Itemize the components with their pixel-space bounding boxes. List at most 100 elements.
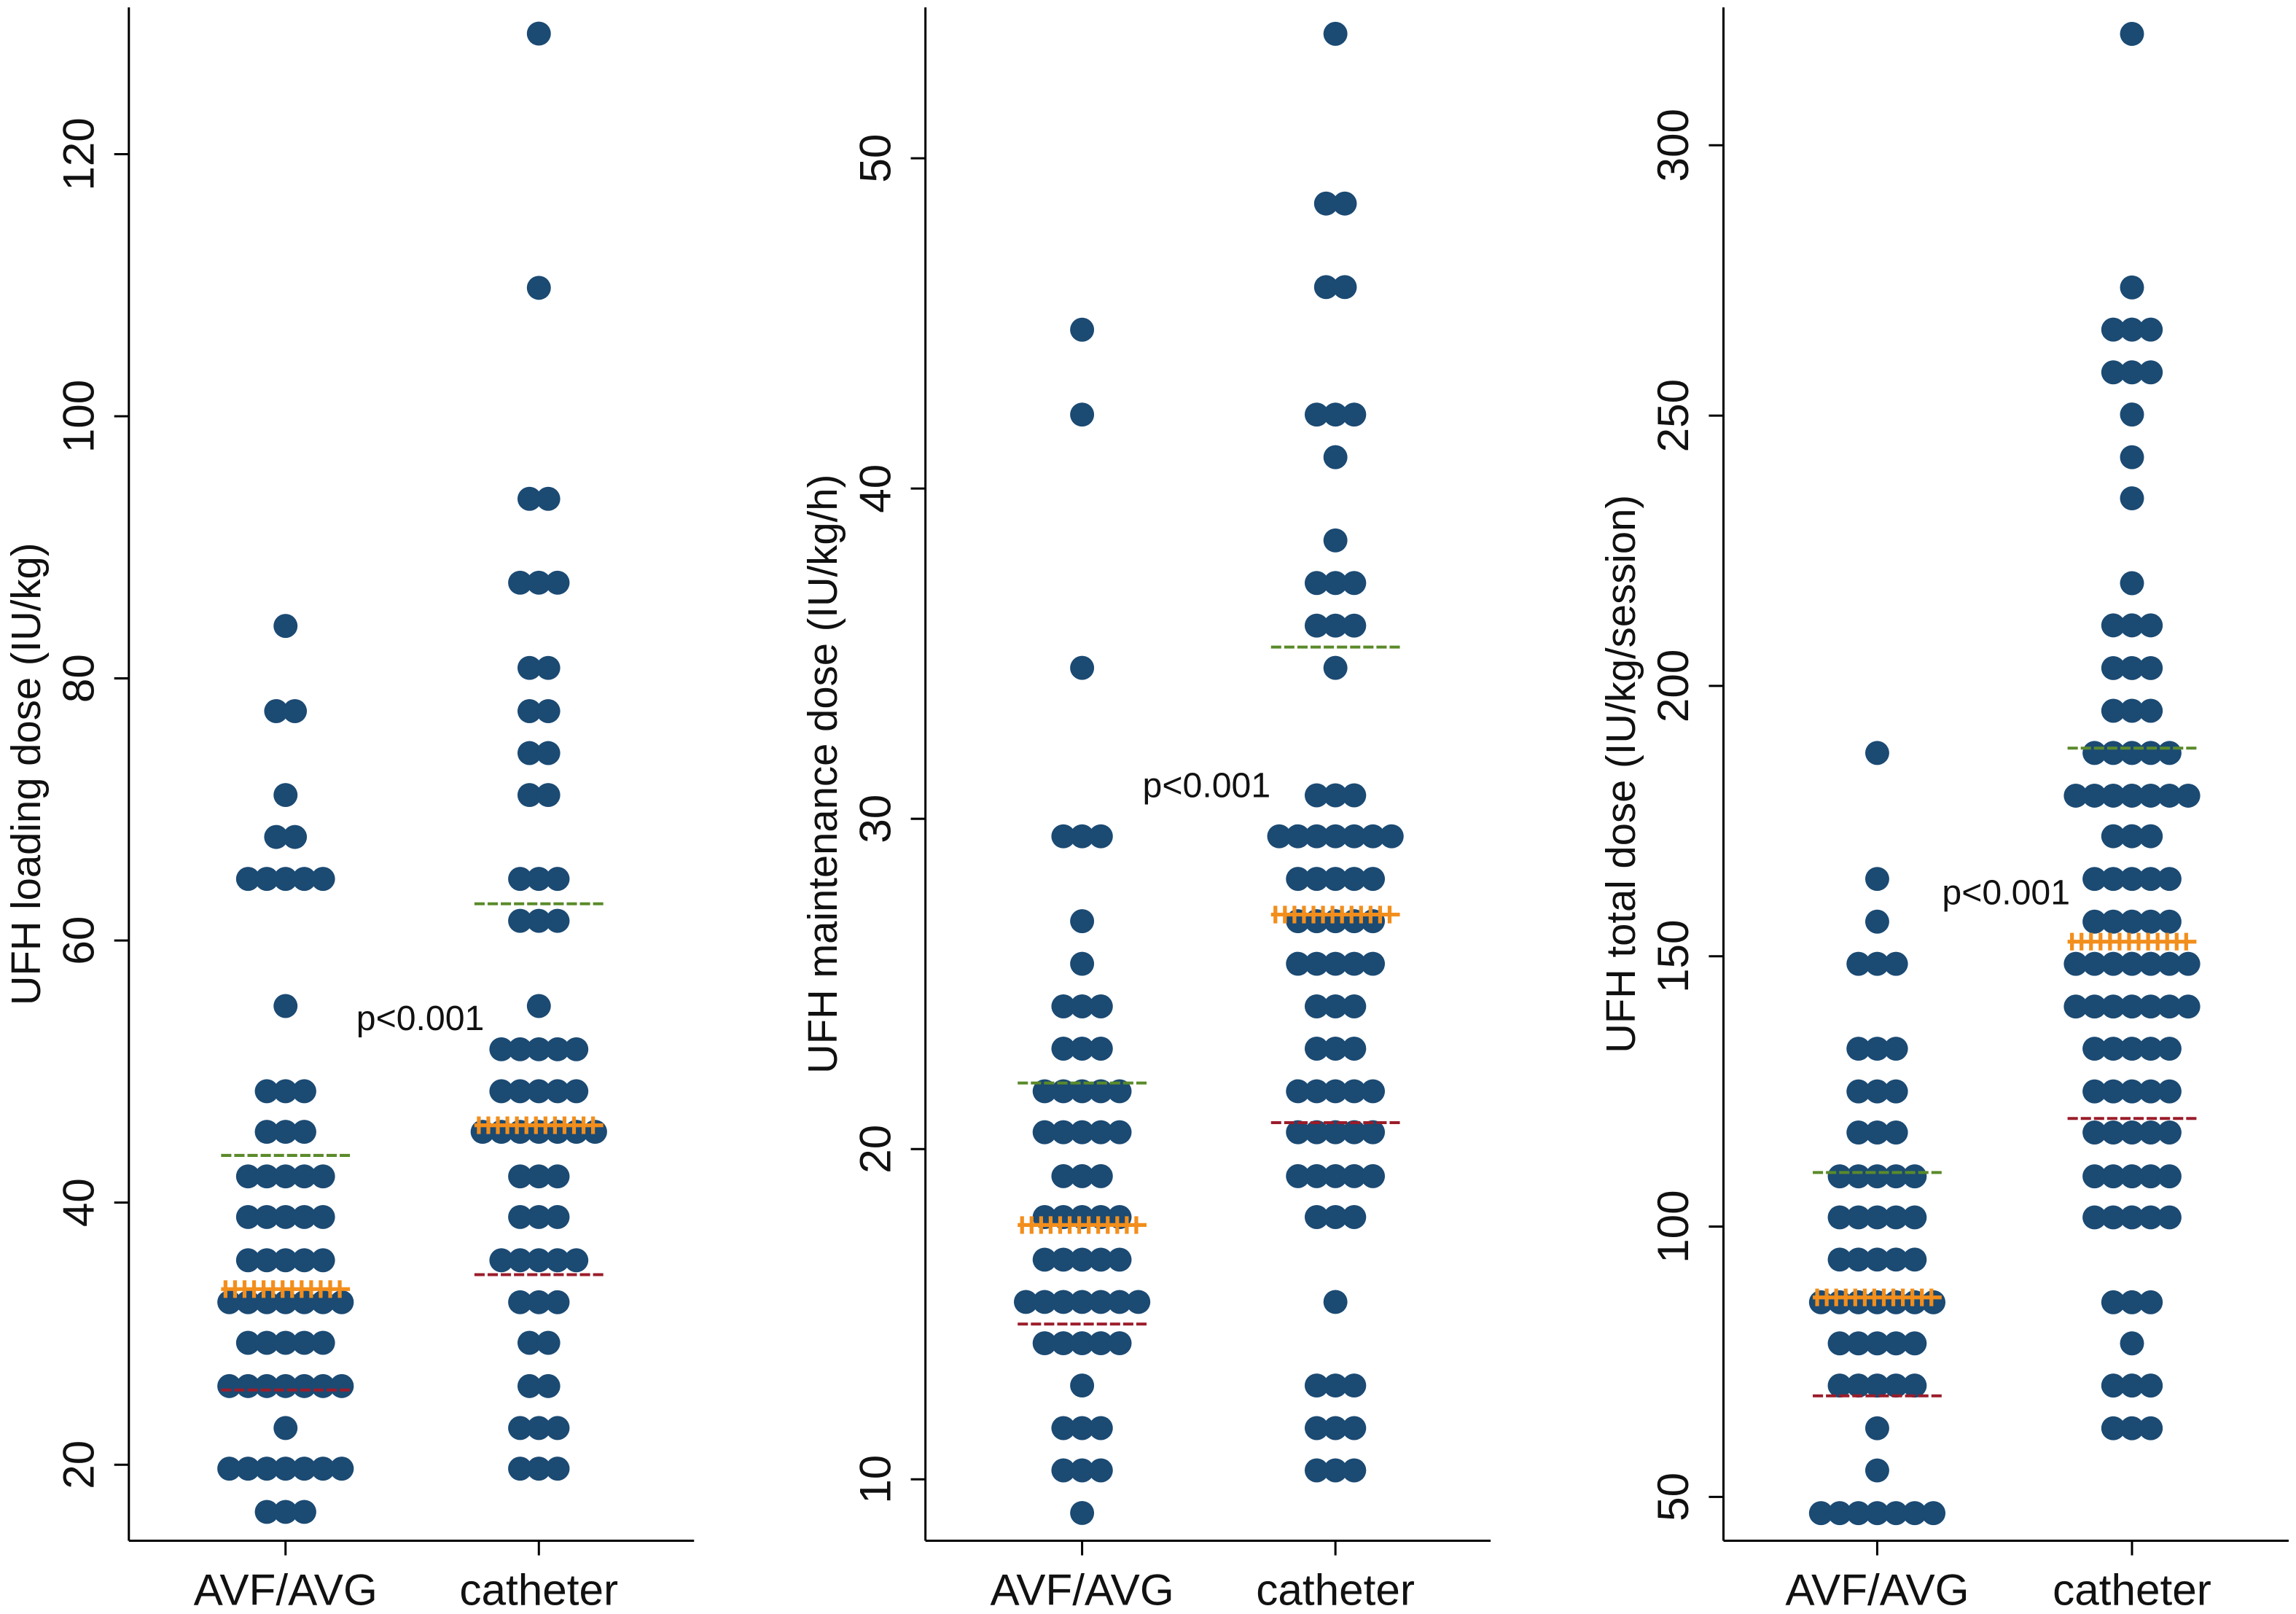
dot	[1070, 655, 1095, 680]
dot	[235, 1248, 260, 1273]
dot	[1846, 1331, 1871, 1356]
dot	[1032, 1290, 1057, 1314]
dot	[2120, 1037, 2144, 1061]
dot	[2120, 445, 2144, 469]
dot	[1864, 1331, 1889, 1356]
dot	[273, 614, 298, 639]
dot	[1342, 1120, 1367, 1145]
dot	[2101, 698, 2125, 723]
dot	[1902, 1331, 1927, 1356]
dot	[1070, 951, 1095, 976]
dot	[2157, 783, 2182, 808]
dot	[1846, 1501, 1871, 1526]
dot	[1107, 1247, 1132, 1272]
dot	[2139, 951, 2163, 976]
dot	[1088, 1331, 1113, 1356]
dot	[2139, 783, 2163, 808]
dot	[217, 1457, 242, 1481]
dot	[254, 1248, 279, 1273]
dot	[2120, 1120, 2144, 1145]
dot	[2082, 1120, 2107, 1145]
dot	[311, 1248, 335, 1273]
dot	[2139, 909, 2163, 934]
dot	[1883, 1331, 1908, 1356]
dot	[1070, 1458, 1095, 1483]
dot	[508, 908, 533, 933]
dot	[311, 1204, 335, 1229]
dot	[2120, 1373, 2144, 1398]
y-tick-label: 20	[850, 1125, 899, 1174]
dot	[1286, 1120, 1311, 1145]
dot	[2139, 1164, 2163, 1189]
median-marker	[1813, 1288, 1942, 1306]
dot	[2176, 994, 2201, 1019]
dot	[2139, 613, 2163, 638]
dot	[564, 1079, 589, 1104]
dot	[2157, 1205, 2182, 1230]
dot	[1361, 867, 1386, 892]
dot	[1070, 1163, 1095, 1188]
dot	[1883, 1247, 1908, 1272]
dot	[517, 699, 542, 723]
dot	[1088, 1290, 1113, 1314]
dot	[2101, 1290, 2125, 1314]
dot	[254, 1120, 279, 1145]
dot	[2101, 360, 2125, 385]
dot	[517, 1330, 542, 1355]
dot	[526, 1164, 551, 1189]
dot	[526, 867, 551, 892]
dot	[2139, 867, 2163, 892]
dot	[273, 1248, 298, 1273]
dot	[1070, 317, 1095, 342]
dot	[1323, 1458, 1348, 1483]
dot	[1032, 1247, 1057, 1272]
dot	[2157, 1164, 2182, 1189]
dot	[1304, 783, 1329, 808]
dot	[1883, 1120, 1908, 1145]
dot	[1070, 1416, 1095, 1440]
dot	[2101, 994, 2125, 1019]
dot	[311, 867, 335, 892]
dot	[254, 867, 279, 892]
dot	[1342, 571, 1367, 596]
dot	[2157, 1037, 2182, 1061]
y-tick-label: 50	[1648, 1473, 1698, 1521]
dot	[1304, 951, 1329, 976]
dot	[1883, 951, 1908, 976]
x-tick-label: catheter	[2053, 1565, 2211, 1614]
dot	[1286, 824, 1311, 849]
dot	[2120, 21, 2144, 46]
dot	[1342, 1373, 1367, 1398]
dot	[1864, 1079, 1889, 1104]
dot	[1070, 1500, 1095, 1525]
dot	[536, 1330, 561, 1355]
dot	[526, 1416, 551, 1440]
y-tick-label: 150	[1648, 919, 1698, 993]
dot	[489, 1248, 514, 1273]
dot	[2176, 783, 2201, 808]
dot	[2120, 951, 2144, 976]
dot	[1286, 1163, 1311, 1188]
dot	[1323, 21, 1348, 46]
dot	[1332, 191, 1357, 216]
dot	[273, 867, 298, 892]
dot	[292, 867, 316, 892]
dot	[1323, 402, 1348, 427]
dot	[292, 1330, 316, 1355]
dot	[2101, 867, 2125, 892]
dot	[1088, 1079, 1113, 1104]
dot	[1323, 1416, 1348, 1440]
dot	[1313, 275, 1338, 300]
dot	[2120, 571, 2144, 596]
dot	[1267, 824, 1292, 849]
dot	[2120, 1079, 2144, 1104]
dot	[2101, 1416, 2125, 1440]
dot	[254, 1164, 279, 1189]
dot	[292, 1248, 316, 1273]
dot	[2120, 1164, 2144, 1189]
dot	[1088, 1416, 1113, 1440]
dot	[2120, 867, 2144, 892]
dot	[254, 1373, 279, 1398]
dot	[1883, 1079, 1908, 1104]
dot	[1323, 571, 1348, 596]
